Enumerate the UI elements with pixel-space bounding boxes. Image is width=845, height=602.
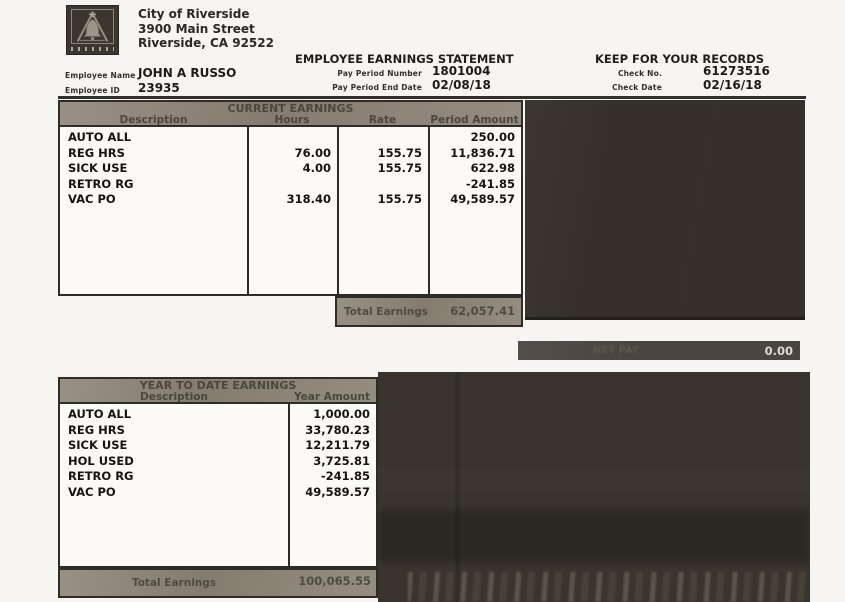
pay-period-end-value: 02/08/18 <box>432 78 491 92</box>
records-title: KEEP FOR YOUR RECORDS <box>595 52 765 66</box>
cell-description: SICK USE <box>68 161 128 176</box>
table-row: RETRO RG -241.85 <box>60 177 521 193</box>
cell-hours: 318.40 <box>286 192 331 207</box>
current-earnings-title: CURRENT EARNINGS <box>227 102 354 115</box>
cell-hours <box>247 177 337 193</box>
cell-amount: 11,836.71 <box>450 145 515 160</box>
col-description: Description <box>140 391 208 403</box>
table-row: HOL USED 3,725.81 <box>60 454 376 470</box>
cell-description: VAC PO <box>68 484 116 499</box>
table-row: AUTO ALL 1,000.00 <box>60 407 376 423</box>
logo-caption-dots <box>71 47 114 51</box>
column-divider <box>247 127 249 294</box>
check-date-value: 02/16/18 <box>703 78 762 92</box>
ytd-total-label: Total Earnings <box>131 577 217 589</box>
check-no-label: Check No. <box>617 69 662 78</box>
employee-name-value: JOHN A RUSSO <box>138 66 237 80</box>
cell-amount: -241.85 <box>320 469 370 484</box>
column-divider <box>428 127 430 294</box>
ytd-earnings-title: YEAR TO DATE EARNINGS <box>139 379 297 392</box>
current-total-label: Total Earnings <box>343 305 429 318</box>
cell-amount: 33,780.23 <box>305 422 370 437</box>
cell-amount: 1,000.00 <box>313 407 370 421</box>
table-row: REG HRS 76.00 155.75 11,836.71 <box>60 146 521 162</box>
cell-amount: 12,211.79 <box>305 438 370 453</box>
ytd-earnings-header: YEAR TO DATE EARNINGS Description Year A… <box>58 377 378 404</box>
city-seal-logo <box>66 5 119 55</box>
raincross-bell-icon <box>76 11 109 42</box>
column-divider <box>288 404 290 566</box>
ytd-earnings-table: AUTO ALL 1,000.00 REG HRS 33,780.23 SICK… <box>58 404 378 568</box>
table-row: REG HRS 33,780.23 <box>60 423 376 439</box>
cell-description: HOL USED <box>68 453 134 468</box>
cell-rate <box>337 177 428 193</box>
current-total-earnings-band: Total Earnings 62,057.41 <box>335 296 523 327</box>
cell-hours: 4.00 <box>302 161 331 176</box>
pay-period-number-label: Pay Period Number <box>337 69 422 78</box>
pay-period-end-label: Pay Period End Date <box>332 83 422 92</box>
cell-description: AUTO ALL <box>68 130 132 144</box>
pay-period-number-value: 1801004 <box>432 64 491 78</box>
col-rate: Rate <box>368 114 397 126</box>
cell-amount: 49,589.57 <box>450 192 515 207</box>
net-pay-label: NET PAY <box>593 345 639 356</box>
organization-address: City of Riverside 3900 Main Street River… <box>138 7 274 51</box>
table-row: RETRO RG -241.85 <box>60 469 376 485</box>
current-total-value: 62,057.41 <box>450 304 515 318</box>
table-row: SICK USE 4.00 155.75 622.98 <box>60 161 521 177</box>
col-hours: Hours <box>274 114 310 126</box>
cell-amount: 622.98 <box>470 161 515 176</box>
redacted-ytd-deductions-block <box>378 372 810 602</box>
cell-description: RETRO RG <box>68 469 134 484</box>
table-row: VAC PO 49,589.57 <box>60 485 376 501</box>
cell-amount: -241.85 <box>465 176 515 191</box>
employee-id-value: 23935 <box>138 81 180 95</box>
check-date-label: Check Date <box>612 83 662 92</box>
cell-description: SICK USE <box>68 438 128 453</box>
cell-description: REG HRS <box>68 145 125 160</box>
cell-hours <box>247 130 337 146</box>
redaction-texture <box>408 572 810 602</box>
current-earnings-header: CURRENT EARNINGS Description Hours Rate … <box>58 100 523 127</box>
table-row: VAC PO 318.40 155.75 49,589.57 <box>60 192 521 208</box>
statement-title: EMPLOYEE EARNINGS STATEMENT <box>295 52 514 66</box>
org-address-line2: Riverside, CA 92522 <box>138 36 274 50</box>
employee-name-label: Employee Name <box>65 71 136 80</box>
redacted-deductions-block <box>525 100 805 320</box>
cell-description: VAC PO <box>68 192 116 207</box>
column-divider <box>337 127 339 294</box>
table-row: AUTO ALL 250.00 <box>60 130 521 146</box>
col-description: Description <box>119 114 188 126</box>
cell-description: AUTO ALL <box>68 407 132 421</box>
current-earnings-table: AUTO ALL 250.00 REG HRS 76.00 155.75 11,… <box>58 127 523 296</box>
org-address-line1: 3900 Main Street <box>138 21 255 36</box>
cell-description: RETRO RG <box>68 176 134 191</box>
cell-rate: 155.75 <box>377 145 422 160</box>
cell-rate: 155.75 <box>377 161 422 176</box>
table-row: SICK USE 12,211.79 <box>60 438 376 454</box>
ytd-total-earnings-band: Total Earnings 100,065.55 <box>58 568 378 598</box>
cell-description: REG HRS <box>68 422 125 437</box>
org-name: City of Riverside <box>138 7 250 21</box>
ytd-total-value: 100,065.55 <box>298 574 371 588</box>
net-pay-bar: NET PAY 0.00 <box>518 341 800 360</box>
city-seal-frame <box>71 9 114 44</box>
cell-amount: 49,589.57 <box>305 484 370 499</box>
header-divider-line <box>58 96 806 99</box>
redaction-texture <box>378 468 810 494</box>
cell-rate: 155.75 <box>377 192 422 207</box>
check-no-value: 61273516 <box>703 64 770 78</box>
cell-rate <box>337 130 428 146</box>
net-pay-value: 0.00 <box>764 343 793 358</box>
cell-hours: 76.00 <box>294 145 331 160</box>
employee-id-label: Employee ID <box>65 86 120 95</box>
redaction-texture <box>456 372 459 602</box>
col-year-amount: Year Amount <box>294 391 370 403</box>
redaction-texture <box>378 510 810 562</box>
cell-amount: 3,725.81 <box>313 453 370 468</box>
col-period-amount: Period Amount <box>430 114 519 126</box>
cell-amount: 250.00 <box>470 130 515 144</box>
